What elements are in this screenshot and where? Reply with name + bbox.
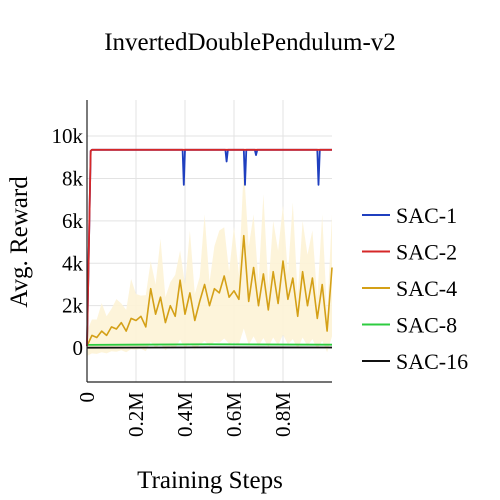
legend-label: SAC-1	[396, 203, 457, 228]
legend-item-sac-8[interactable]: SAC-8	[362, 313, 457, 338]
y-tick-labels: 0 2k 4k 6k 8k 10k	[52, 124, 84, 360]
y-tick-label: 4k	[62, 251, 84, 275]
x-tick-label: 0.6M	[222, 392, 246, 437]
series-line-sac-1	[86, 148, 332, 347]
legend[interactable]: SAC-1 SAC-2 SAC-4 SAC-8 SAC-16	[362, 203, 468, 374]
chart-title: InvertedDoublePendulum-v2	[104, 29, 396, 56]
series-line-sac-8	[86, 343, 333, 346]
legend-label: SAC-16	[396, 349, 468, 374]
y-tick-label: 10k	[52, 124, 84, 148]
series-lines	[86, 148, 333, 349]
legend-item-sac-4[interactable]: SAC-4	[362, 276, 457, 301]
y-tick-label: 2k	[62, 294, 84, 318]
y-tick-label: 8k	[62, 166, 84, 190]
y-axis-title: Avg. Reward	[6, 176, 33, 308]
axes	[86, 100, 332, 383]
series-line-sac-4	[86, 234, 333, 347]
legend-label: SAC-4	[396, 276, 457, 301]
legend-label: SAC-2	[396, 240, 457, 265]
y-tick-label: 6k	[62, 209, 84, 233]
x-tick-label: 0	[75, 392, 99, 403]
x-tick-label: 0.8M	[271, 392, 295, 437]
x-tick-label: 0.4M	[173, 392, 197, 437]
series-line-sac-2	[86, 148, 332, 347]
x-tick-labels: 0 0.2M 0.4M 0.6M 0.8M	[75, 392, 295, 437]
legend-item-sac-16[interactable]: SAC-16	[362, 349, 468, 374]
legend-item-sac-2[interactable]: SAC-2	[362, 240, 457, 265]
legend-item-sac-1[interactable]: SAC-1	[362, 203, 457, 228]
x-tick-label: 0.2M	[124, 392, 148, 437]
y-tick-label: 0	[73, 336, 84, 360]
legend-label: SAC-8	[396, 313, 457, 338]
x-axis-title: Training Steps	[137, 467, 283, 494]
